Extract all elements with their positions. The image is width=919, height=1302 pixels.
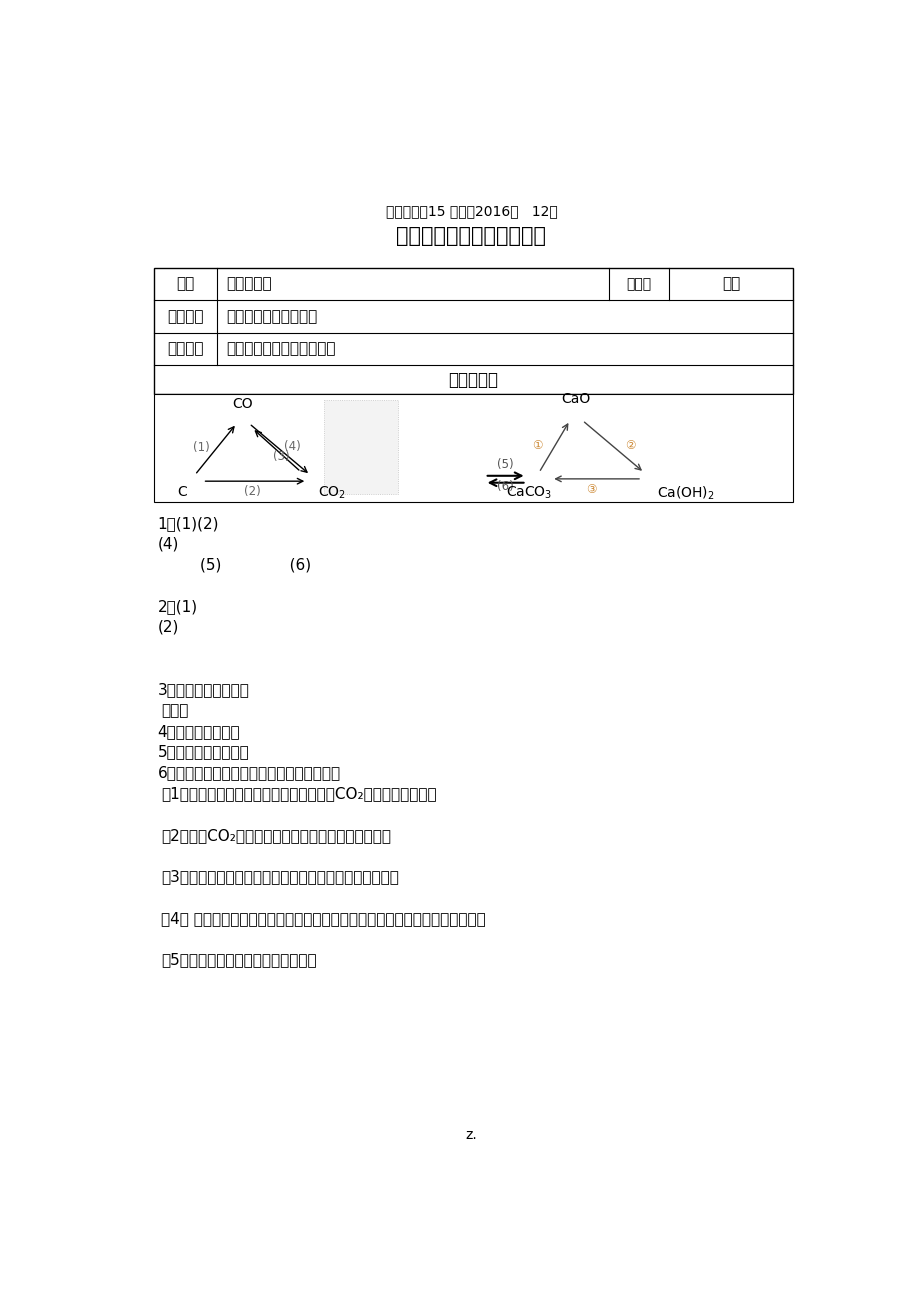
Text: (3): (3) (273, 450, 289, 464)
Text: CO$_2$: CO$_2$ (318, 486, 346, 501)
Bar (153, 395, 792, 503)
Text: （1）向盛有紫色石蕊试液的试管入适量的CO₂，溶液变为红色：: （1）向盛有紫色石蕊试液的试管入适量的CO₂，溶液变为红色： (162, 786, 437, 801)
Text: 黑色：: 黑色： (162, 703, 188, 717)
Text: ①: ① (531, 439, 542, 452)
Text: ②: ② (624, 439, 635, 452)
Text: Ca(OH)$_2$: Ca(OH)$_2$ (657, 486, 714, 503)
Text: 2、(1): 2、(1) (157, 599, 198, 615)
Text: C: C (177, 486, 187, 499)
Text: 课类型: 课类型 (626, 277, 651, 292)
Text: (4): (4) (283, 440, 301, 453)
Text: 3、固体颜色：红色：: 3、固体颜色：红色： (157, 682, 249, 697)
Text: 九年级化学莞高班第十四讲: 九年级化学莞高班第十四讲 (396, 225, 546, 246)
Text: 掌握推断题常见突破口: 掌握推断题常见突破口 (226, 309, 317, 324)
Text: CO: CO (233, 397, 253, 411)
Text: 学习目标: 学习目标 (167, 309, 203, 324)
Text: （3）刚用石灰浆抹过的墙壁，过一两天墙壁会出汗的原因: （3）刚用石灰浆抹过的墙壁，过一两天墙壁会出汗的原因 (162, 870, 399, 884)
Text: (5)              (6): (5) (6) (200, 557, 311, 573)
Text: 推断实验题: 推断实验题 (226, 276, 272, 292)
Text: 1、(1)(2): 1、(1)(2) (157, 516, 219, 531)
Text: 学案编号：15 时间：2016年   12月: 学案编号：15 时间：2016年 12月 (385, 204, 557, 217)
Text: (2): (2) (157, 620, 179, 635)
Text: 课题: 课题 (176, 276, 195, 292)
Text: 6、用化学方程式解释产生以下现象的原因。: 6、用化学方程式解释产生以下现象的原因。 (157, 766, 340, 780)
Text: 推断题和实验题的解题思路: 推断题和实验题的解题思路 (226, 341, 335, 357)
Text: CaO: CaO (561, 392, 590, 406)
Text: 重点难点: 重点难点 (167, 341, 203, 357)
Bar (153, 268, 792, 395)
Text: z.: z. (465, 1128, 477, 1142)
Text: （4） 千锤万凿出深山，烈火燃烧假设等闲，粉身碎骨浑不怕，要留清白在人间: （4） 千锤万凿出深山，烈火燃烧假设等闲，粉身碎骨浑不怕，要留清白在人间 (162, 911, 486, 926)
Text: （2）通入CO₂变红的石蕊试液，加热后又变成紫色：: （2）通入CO₂变红的石蕊试液，加热后又变成紫色： (162, 828, 391, 842)
Text: (5): (5) (497, 458, 514, 471)
Text: 5、二氧化碳的吸收：: 5、二氧化碳的吸收： (157, 745, 249, 759)
Text: 达标: 达标 (721, 276, 740, 292)
Bar (323, 400, 397, 495)
Text: CaCO$_3$: CaCO$_3$ (506, 486, 552, 501)
Text: 重要方程式: 重要方程式 (448, 371, 498, 388)
Text: (6): (6) (496, 479, 514, 492)
Text: (1): (1) (193, 441, 210, 454)
Text: （5）用稀盐酸除去热水瓶胆壁的水垢: （5）用稀盐酸除去热水瓶胆壁的水垢 (162, 953, 317, 967)
Text: (4): (4) (157, 536, 179, 552)
Text: ③: ③ (585, 483, 596, 496)
Text: (2): (2) (244, 486, 261, 499)
Text: 4、同种元素组成：: 4、同种元素组成： (157, 724, 240, 738)
